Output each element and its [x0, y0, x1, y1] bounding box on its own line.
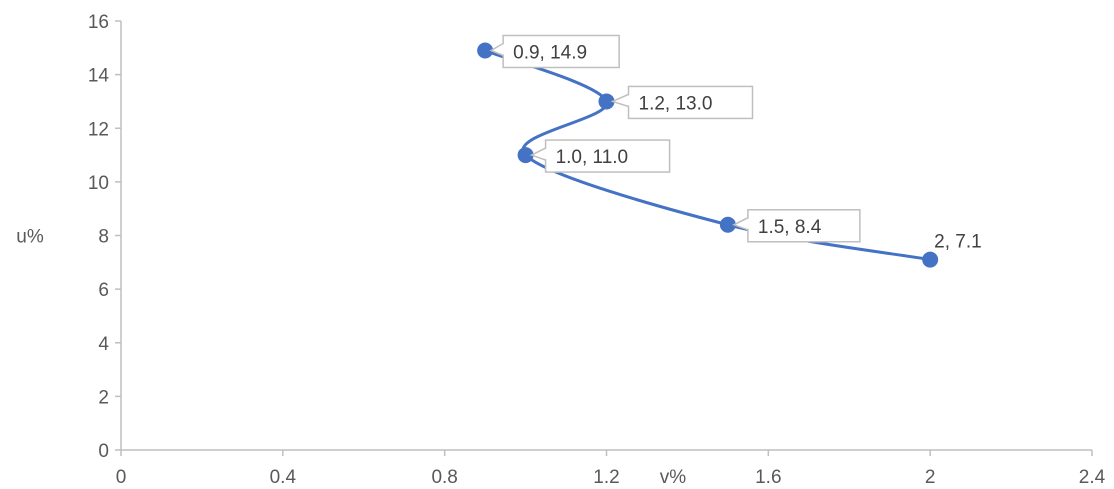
y-tick-label: 8: [98, 227, 109, 248]
data-label-box: [502, 34, 620, 69]
y-tick-label: 6: [98, 280, 109, 301]
ticks: [115, 20, 1093, 456]
y-axis-title: u%: [16, 227, 44, 248]
x-tick-label: 0: [116, 467, 127, 488]
data-label: 2, 7.1: [934, 232, 982, 253]
data-label: 1.2, 13.0: [639, 93, 713, 114]
callouts: 0.9, 14.9 1.2, 13.0 1.0, 11.0 1.5, 8.4 2, 7.…: [489, 34, 982, 253]
data-label-leader: [610, 93, 630, 108]
y-tick-label: 2: [98, 387, 109, 408]
data-label: 0.9, 14.9: [513, 42, 587, 63]
x-tick-label: 0.4: [270, 467, 297, 488]
y-tick-label: 12: [88, 119, 109, 140]
y-tick-label: 16: [88, 12, 109, 33]
data-label-box: [544, 139, 671, 173]
x-tick-label: 2: [925, 467, 936, 488]
y-tick-label: 0: [98, 441, 109, 462]
x-tick-label: 2.4: [1079, 467, 1106, 488]
x-axis-title: v%: [660, 467, 687, 488]
data-label: 1.5, 8.4: [758, 217, 822, 238]
data-label-box: [627, 85, 754, 120]
data-label-leader: [529, 146, 547, 162]
data-label: 1.0, 11.0: [556, 147, 629, 168]
y-tick-label: 4: [98, 334, 109, 355]
tick-labels: 0 0.4 0.8 1.2 1.6 2 2.4 0 2 4 6 8 10 12 14 16: [88, 12, 1106, 488]
y-tick-label: 14: [88, 66, 110, 87]
x-tick-label: 1.6: [755, 467, 781, 488]
x-tick-label: 1.2: [593, 467, 619, 488]
data-point: [922, 251, 939, 268]
x-tick-label: 0.8: [431, 467, 457, 488]
y-tick-label: 10: [88, 173, 109, 194]
